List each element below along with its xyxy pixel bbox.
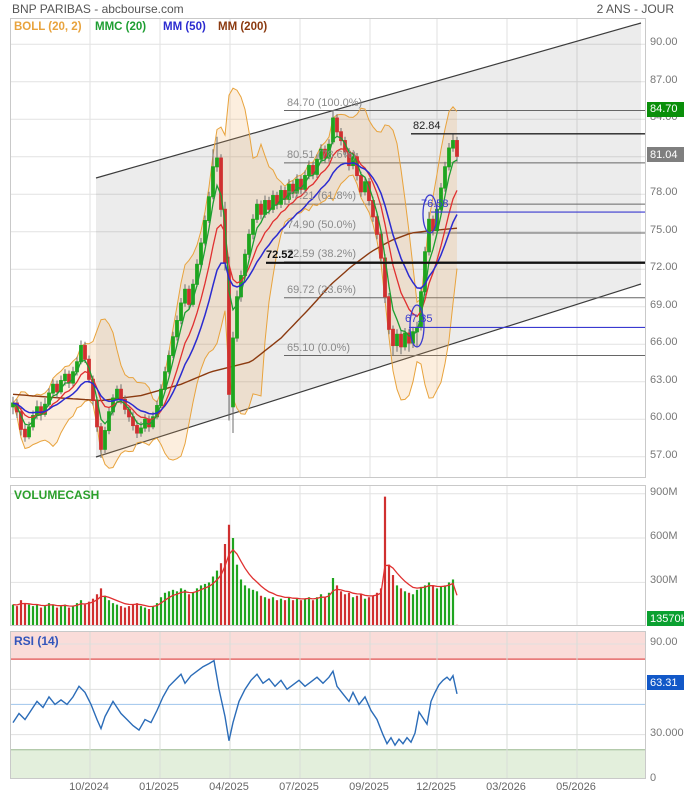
legend-item-mmc20: MMC (20) xyxy=(95,21,147,33)
price-tick-label: 78.00 xyxy=(650,186,678,199)
hline-label: 67.35 xyxy=(405,313,433,326)
price-tick-label: 90.00 xyxy=(650,36,678,49)
date-label: 05/2026 xyxy=(556,781,596,793)
rsi-badge-last: 63.31 xyxy=(647,675,684,691)
price-tick-label: 57.00 xyxy=(650,448,678,461)
fib-level-label: 69.72 (23.6%) xyxy=(287,283,357,296)
date-label: 09/2025 xyxy=(349,781,389,793)
rsi-tick-label: 90.00 xyxy=(650,636,678,648)
price-tick-label: 72.00 xyxy=(650,261,678,274)
hline-label: 72.52 xyxy=(266,248,294,261)
date-label: 10/2024 xyxy=(69,781,109,793)
price-tick-label: 75.00 xyxy=(650,223,678,236)
date-label: 04/2025 xyxy=(209,781,249,793)
date-label: 07/2025 xyxy=(279,781,319,793)
legend-item-mm50: MM (50) xyxy=(163,21,206,33)
date-label: 12/2025 xyxy=(416,781,456,793)
volume-badge-last: 13570K xyxy=(647,611,684,626)
fib-level-label: 72.59 (38.2%) xyxy=(287,247,357,260)
legend-item-bollinger: BOLL (20, 2) xyxy=(14,21,82,33)
rsi-chart-panel[interactable] xyxy=(10,631,646,779)
chart-title: BNP PARIBAS - abcbourse.com xyxy=(12,2,184,16)
price-chart-panel[interactable] xyxy=(10,18,646,478)
price-tick-label: 60.00 xyxy=(650,411,678,424)
rsi-panel-canvas[interactable] xyxy=(11,632,645,778)
volume-tick-label: 600M xyxy=(650,530,678,543)
volume-panel-label: VOLUMECASH xyxy=(14,488,100,502)
volume-panel-canvas[interactable] xyxy=(11,486,645,625)
fib-level-label: 77.21 (61.8%) xyxy=(287,190,357,203)
fib-level-label: 65.10 (0.0%) xyxy=(287,341,350,354)
date-label: 03/2026 xyxy=(486,781,526,793)
fib-level-label: 74.90 (50.0%) xyxy=(287,219,357,232)
price-tick-label: 69.00 xyxy=(650,298,678,311)
date-label: 01/2025 xyxy=(139,781,179,793)
volume-tick-label: 900M xyxy=(650,485,678,498)
hline-label: 76.58 xyxy=(421,198,449,211)
fib-level-label: 80.51 (78.6%) xyxy=(287,148,357,161)
legend-item-mm200: MM (200) xyxy=(218,21,268,33)
rsi-panel-label: RSI (14) xyxy=(14,634,59,648)
price-badge-last: 81.04 xyxy=(647,147,684,163)
volume-tick-label: 300M xyxy=(650,574,678,587)
hline-label: 82.84 xyxy=(413,119,441,132)
chart-period-label: 2 ANS - JOUR xyxy=(596,2,674,16)
volume-chart-panel[interactable] xyxy=(10,485,646,626)
price-panel-canvas[interactable] xyxy=(11,19,645,477)
rsi-tick-label: 30.000 xyxy=(650,726,684,739)
fib-level-label: 84.70 (100.0%) xyxy=(287,96,363,109)
price-badge-high: 84.70 xyxy=(647,101,684,117)
rsi-tick-label: 0 xyxy=(650,771,657,784)
price-tick-label: 63.00 xyxy=(650,373,678,386)
price-tick-label: 66.00 xyxy=(650,336,678,349)
price-tick-label: 87.00 xyxy=(650,73,678,86)
